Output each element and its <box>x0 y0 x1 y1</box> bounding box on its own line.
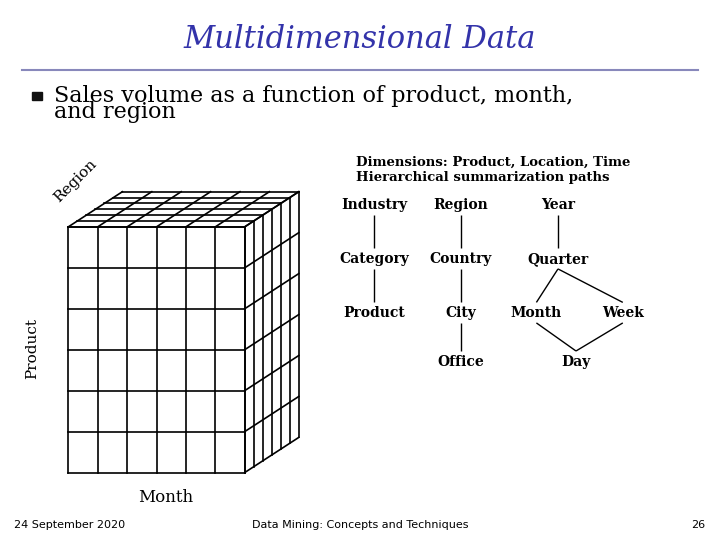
Text: Sales volume as a function of product, month,: Sales volume as a function of product, m… <box>54 85 573 106</box>
Text: Day: Day <box>562 355 590 369</box>
Text: Hierarchical summarization paths: Hierarchical summarization paths <box>356 171 610 184</box>
Text: Week: Week <box>602 306 644 320</box>
Text: Dimensions: Product, Location, Time: Dimensions: Product, Location, Time <box>356 156 631 168</box>
Text: Office: Office <box>438 355 484 369</box>
Text: Multidimensional Data: Multidimensional Data <box>184 24 536 55</box>
Text: Data Mining: Concepts and Techniques: Data Mining: Concepts and Techniques <box>252 520 468 530</box>
Text: Year: Year <box>541 198 575 212</box>
Text: and region: and region <box>54 101 176 123</box>
Text: Product: Product <box>25 318 40 379</box>
Text: 26: 26 <box>691 520 706 530</box>
Text: 24 September 2020: 24 September 2020 <box>14 520 125 530</box>
Text: Product: Product <box>343 306 405 320</box>
Bar <box>32 92 42 100</box>
Text: Month: Month <box>510 306 562 320</box>
Text: Region: Region <box>52 157 99 205</box>
Text: Category: Category <box>339 252 410 266</box>
Text: City: City <box>446 306 476 320</box>
Text: Quarter: Quarter <box>528 252 588 266</box>
Text: Month: Month <box>138 489 193 507</box>
Text: Industry: Industry <box>341 198 408 212</box>
Text: Country: Country <box>430 252 492 266</box>
Text: Region: Region <box>433 198 488 212</box>
